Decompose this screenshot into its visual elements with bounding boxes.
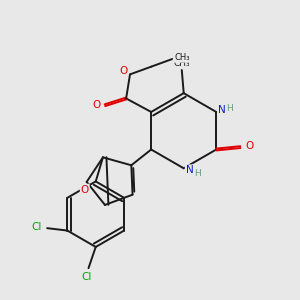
Text: Cl: Cl <box>81 272 92 282</box>
Text: H: H <box>194 169 201 178</box>
Text: O: O <box>81 184 89 195</box>
Text: N: N <box>218 105 226 115</box>
Text: H: H <box>226 104 233 113</box>
Text: Cl: Cl <box>32 222 42 232</box>
Text: CH₃: CH₃ <box>174 53 190 62</box>
Text: O: O <box>119 65 128 76</box>
Text: O: O <box>246 141 254 151</box>
Text: CH₃: CH₃ <box>173 59 190 68</box>
Text: N: N <box>186 165 194 175</box>
Text: O: O <box>92 100 100 110</box>
